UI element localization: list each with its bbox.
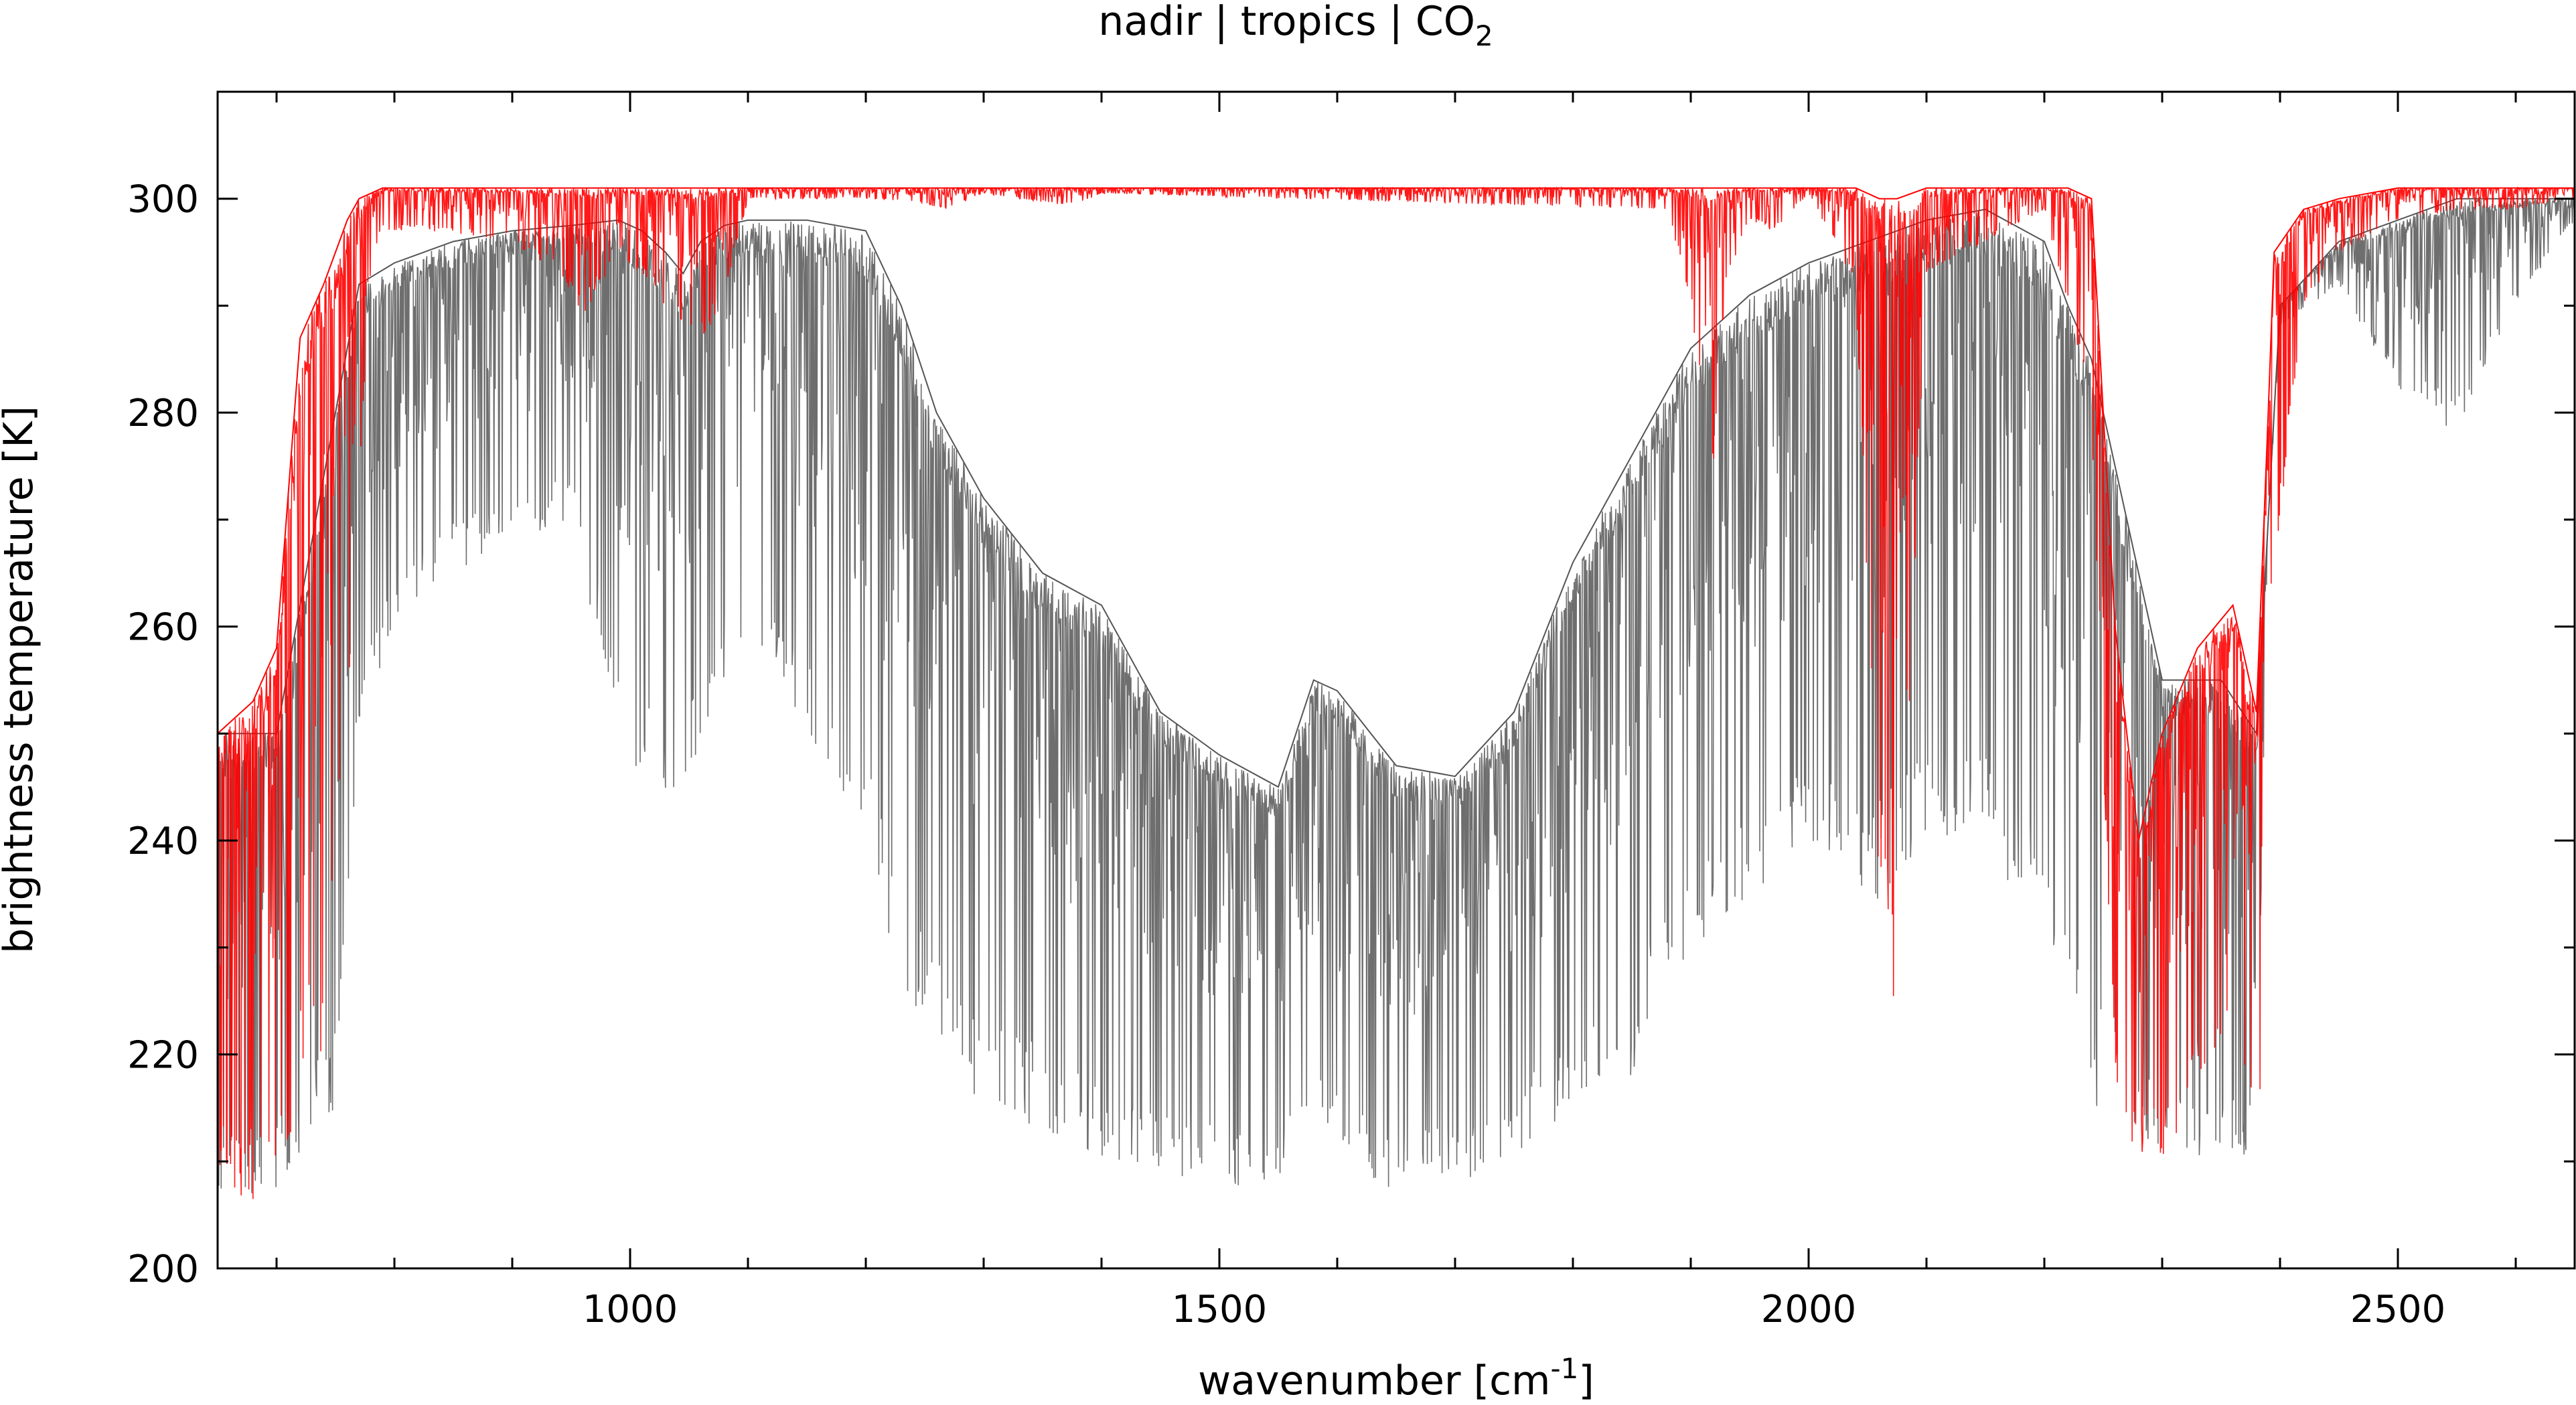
chart-title-main: nadir | tropics | CO	[1098, 0, 1475, 45]
x-axis-label: wavenumber [cm-1]	[1198, 1352, 1594, 1404]
x-axis-label-suffix: ]	[1578, 1357, 1594, 1404]
x-axis-label-superscript: -1	[1551, 1352, 1579, 1385]
x-tick-label: 1500	[1172, 1288, 1268, 1331]
x-axis-label-main: wavenumber [cm	[1198, 1357, 1550, 1404]
series-layer	[217, 186, 2575, 1199]
series-2-line	[217, 186, 2575, 1199]
x-tick-label: 1000	[583, 1288, 678, 1331]
y-tick-label: 300	[127, 178, 199, 222]
y-tick-label: 260	[127, 606, 199, 650]
series-1-envelope	[218, 198, 2575, 788]
plot-frame	[216, 90, 2576, 1270]
series-2	[217, 186, 2575, 1199]
chart-title-subscript: 2	[1475, 19, 1493, 52]
x-tick-label: 2000	[1761, 1288, 1857, 1331]
y-tick-label: 220	[127, 1034, 199, 1078]
y-axis-label: brightness temperature [K]	[0, 406, 42, 954]
y-tick-label: 200	[127, 1248, 199, 1291]
chart-title: nadir | tropics | CO2	[1098, 0, 1493, 52]
x-tick-label: 2500	[2350, 1288, 2446, 1331]
tick-labels-layer: 1000 1500 2000 2500 200 220 240 260 280 300	[127, 178, 2445, 1331]
y-tick-label: 240	[127, 820, 199, 863]
y-tick-label: 280	[127, 392, 199, 435]
ticks-layer	[218, 90, 2575, 1270]
series-2-envelope	[217, 187, 2575, 841]
